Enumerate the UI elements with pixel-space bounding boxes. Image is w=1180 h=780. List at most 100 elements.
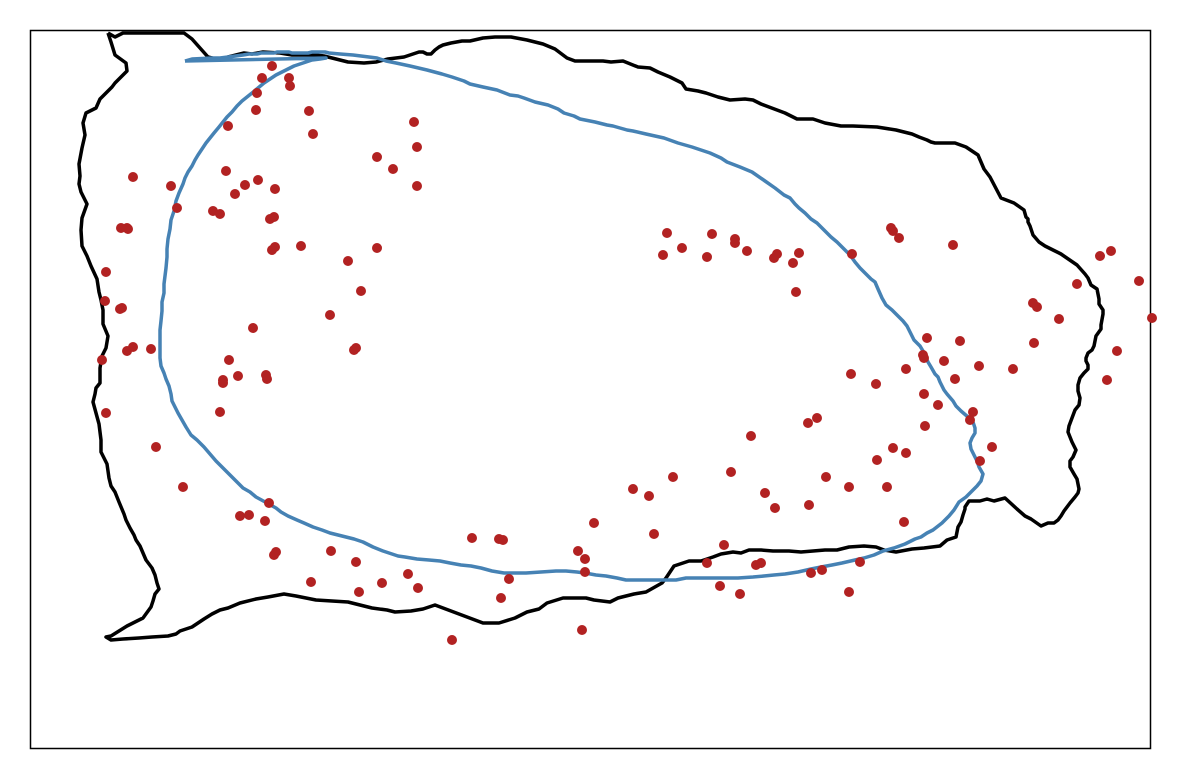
scatter-point <box>343 256 353 266</box>
outer-boundary-line <box>77 31 1105 642</box>
scatter-point <box>269 550 279 560</box>
scatter-point <box>812 413 822 423</box>
scatter-point <box>349 345 359 355</box>
scatter-point <box>871 379 881 389</box>
scatter-point <box>494 534 504 544</box>
scatter-point <box>100 296 110 306</box>
scatter-point <box>115 304 125 314</box>
scatter-point <box>662 228 672 238</box>
scatter-point <box>215 407 225 417</box>
scatter-point <box>649 529 659 539</box>
scatter-point <box>668 472 678 482</box>
scatter-point <box>356 286 366 296</box>
scatter-point <box>1112 346 1122 356</box>
scatter-point <box>413 583 423 593</box>
scatter-point <box>919 389 929 399</box>
scatter-point <box>968 407 978 417</box>
scatter-point <box>1147 313 1157 323</box>
scatter-point <box>804 500 814 510</box>
scatter-point <box>1008 364 1018 374</box>
scatter-point <box>707 229 717 239</box>
scatter-point <box>847 249 857 259</box>
scatter-point <box>788 258 798 268</box>
scatter-point <box>251 105 261 115</box>
scatter-point <box>253 175 263 185</box>
scatter-point <box>257 73 267 83</box>
scatter-point <box>746 431 756 441</box>
scatter-point <box>260 516 270 526</box>
scatter-point <box>412 181 422 191</box>
scatter-point <box>919 353 929 363</box>
scatter-point <box>284 73 294 83</box>
scatter-point <box>950 374 960 384</box>
scatter-point <box>791 287 801 297</box>
scatter-point <box>628 484 638 494</box>
scatter-point <box>166 181 176 191</box>
scatter-point <box>372 243 382 253</box>
scatter-point <box>894 233 904 243</box>
scatter-point <box>248 323 258 333</box>
scatter-point <box>817 565 827 575</box>
scatter-point <box>308 129 318 139</box>
scatter-point <box>351 557 361 567</box>
scatter-point <box>577 625 587 635</box>
scatter-point <box>388 164 398 174</box>
scatter-point <box>240 180 250 190</box>
scatter-point <box>447 635 457 645</box>
scatter-point <box>1134 276 1144 286</box>
scatter-point <box>116 223 126 233</box>
scatter-point <box>172 203 182 213</box>
scatter-point <box>496 593 506 603</box>
scatter-point <box>920 421 930 431</box>
scatter-point <box>304 106 314 116</box>
scatter-point <box>326 546 336 556</box>
scatter-point <box>955 336 965 346</box>
inner-boundary-line <box>158 50 985 582</box>
scatter-point <box>846 369 856 379</box>
scatter-point <box>948 240 958 250</box>
scatter-point <box>975 456 985 466</box>
scatter-point <box>1029 338 1039 348</box>
scatter-point <box>772 249 782 259</box>
scatter-point <box>270 184 280 194</box>
plot-frame <box>29 29 1152 750</box>
scatter-point <box>803 418 813 428</box>
scatter-point <box>899 517 909 527</box>
scatter-point <box>101 267 111 277</box>
scatter-point <box>218 378 228 388</box>
scatter-point <box>965 415 975 425</box>
scatter-point <box>589 518 599 528</box>
scatter-point <box>128 342 138 352</box>
scatter-point <box>1106 246 1116 256</box>
scatter-point <box>974 361 984 371</box>
scatter-point <box>677 243 687 253</box>
scatter-point <box>735 589 745 599</box>
scatter-point <box>922 333 932 343</box>
scatter-point <box>770 503 780 513</box>
scatter-point <box>844 482 854 492</box>
scatter-point <box>128 172 138 182</box>
scatter-point <box>855 557 865 567</box>
scatter-point <box>658 250 668 260</box>
scatter-point <box>221 166 231 176</box>
scatter-point <box>844 587 854 597</box>
scatter-point <box>215 209 225 219</box>
scatter-point <box>715 581 725 591</box>
scatter-point <box>178 482 188 492</box>
scatter-point <box>265 214 275 224</box>
scatter-point <box>573 546 583 556</box>
scatter-point <box>223 121 233 131</box>
scatter-point <box>262 374 272 384</box>
scatter-point <box>760 488 770 498</box>
scatter-point <box>1054 314 1064 324</box>
scatter-point <box>233 371 243 381</box>
scatter-point <box>719 540 729 550</box>
scatter-point <box>264 498 274 508</box>
scatter-point <box>267 245 277 255</box>
scatter-point <box>267 61 277 71</box>
plot-group <box>77 31 1157 645</box>
scatter-point <box>101 408 111 418</box>
scatter-point <box>702 558 712 568</box>
scatter-point <box>285 81 295 91</box>
